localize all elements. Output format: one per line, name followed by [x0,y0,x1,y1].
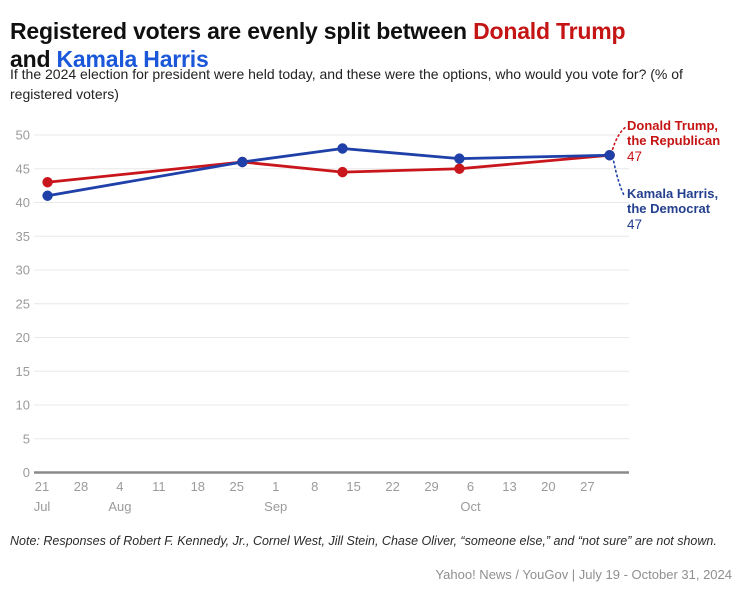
svg-text:Jul: Jul [34,499,51,514]
title-and-text: and [10,18,632,73]
svg-text:20: 20 [16,330,30,345]
svg-text:13: 13 [502,479,516,494]
svg-text:15: 15 [346,479,360,494]
svg-text:15: 15 [16,364,30,379]
chart-subtitle: If the 2024 election for president were … [10,66,683,102]
series-points [42,143,615,201]
data-point [604,150,615,161]
title-trump-name: Donald Trump [473,18,626,45]
source-attribution: Yahoo! News / YouGov | July 19 - October… [435,567,732,582]
svg-text:5: 5 [23,431,30,446]
svg-text:0: 0 [23,465,30,480]
svg-text:Sep: Sep [264,499,287,514]
svg-text:20: 20 [541,479,555,494]
svg-text:18: 18 [191,479,205,494]
svg-text:25: 25 [16,296,30,311]
harris-end-label: Kamala Harris, the Democrat 47 [627,186,733,233]
svg-text:11: 11 [152,479,166,494]
svg-text:21: 21 [35,479,49,494]
harris-end-label-value: 47 [627,217,643,232]
series-lines [46,147,612,198]
y-axis-labels: 0 5 10 15 20 25 30 35 40 45 50 [16,128,30,481]
svg-text:40: 40 [16,195,30,210]
svg-text:Aug: Aug [108,499,131,514]
svg-text:27: 27 [580,479,594,494]
svg-text:30: 30 [16,263,30,278]
data-point [337,166,348,178]
svg-text:28: 28 [74,479,88,494]
x-axis-labels: 21 Jul 28 4 Aug 11 18 25 1 Sep 8 15 22 29 6 Oct 13 20 27 [34,479,595,514]
data-point [454,163,465,174]
page-title: Registered voters are evenly split betwe… [10,17,662,73]
svg-text:45: 45 [16,161,30,176]
harris-end-label-text: Kamala Harris, the Democrat [627,186,719,216]
title-harris-name: Kamala Harris [56,46,209,73]
title-text: Registered voters are evenly split betwe… [10,18,474,45]
svg-text:1: 1 [272,479,279,494]
leader-lines [611,126,627,198]
svg-text:6: 6 [467,479,474,494]
svg-text:4: 4 [116,479,123,494]
data-point [337,143,348,154]
data-point [454,153,465,164]
svg-text:22: 22 [385,479,399,494]
svg-text:25: 25 [230,479,244,494]
trump-end-label-value: 47 [627,149,643,164]
chart-footnote: Note: Responses of Robert F. Kennedy, Jr… [10,534,717,548]
svg-text:29: 29 [424,479,438,494]
trump-end-label-text: Donald Trump, the Republican [627,118,721,148]
svg-text:50: 50 [16,128,30,143]
trump-end-label: Donald Trump, the Republican 47 [627,118,733,165]
svg-text:10: 10 [16,398,30,413]
data-point [42,190,53,201]
data-point [237,156,248,168]
svg-text:35: 35 [16,229,30,244]
gridlines [34,134,629,440]
data-point [42,177,53,188]
svg-text:Oct: Oct [460,499,481,514]
svg-text:8: 8 [311,479,318,494]
